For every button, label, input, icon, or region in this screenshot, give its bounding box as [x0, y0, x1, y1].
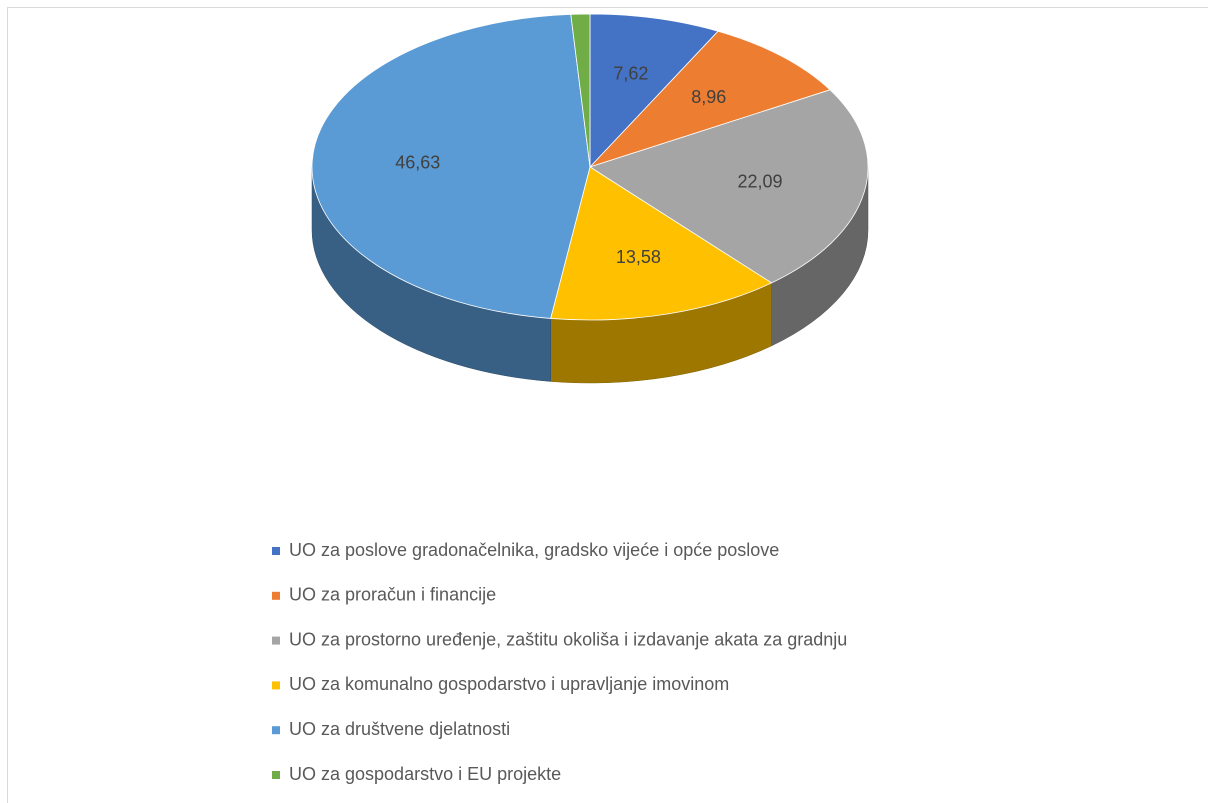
- data-label: 7,62: [613, 64, 648, 84]
- data-label: 13,58: [616, 247, 661, 267]
- pie-slice: [311, 13, 591, 319]
- legend-swatch: [272, 681, 280, 690]
- pie-slice: [589, 30, 831, 168]
- data-label: 22,09: [737, 171, 782, 191]
- legend-label: UO za prostorno uređenje, zaštitu okoliš…: [289, 629, 847, 649]
- legend-label: UO za društvene djelatnosti: [289, 719, 510, 739]
- legend-label: UO za komunalno gospodarstvo i upravljan…: [289, 674, 729, 694]
- pie-slice: [589, 13, 719, 169]
- data-label: 8,96: [691, 87, 726, 107]
- legend-label: UO za proračun i financije: [289, 585, 496, 605]
- pie-slice: [550, 166, 773, 321]
- legend-swatch: [272, 547, 280, 555]
- pie-slice: [570, 13, 591, 168]
- data-label: 46,63: [395, 152, 440, 172]
- legend-label: UO za poslove gradonačelnika, gradsko vi…: [289, 540, 779, 560]
- legend-swatch: [272, 726, 280, 735]
- legend-label: UO za gospodarstvo i EU projekte: [289, 764, 561, 784]
- legend-swatch: [272, 771, 280, 779]
- legend-swatch: [272, 636, 280, 645]
- pie-slice: [589, 89, 869, 284]
- legend-swatch: [272, 591, 280, 600]
- pie-tops: [311, 13, 869, 321]
- data-label: 1,10: [563, 0, 598, 1]
